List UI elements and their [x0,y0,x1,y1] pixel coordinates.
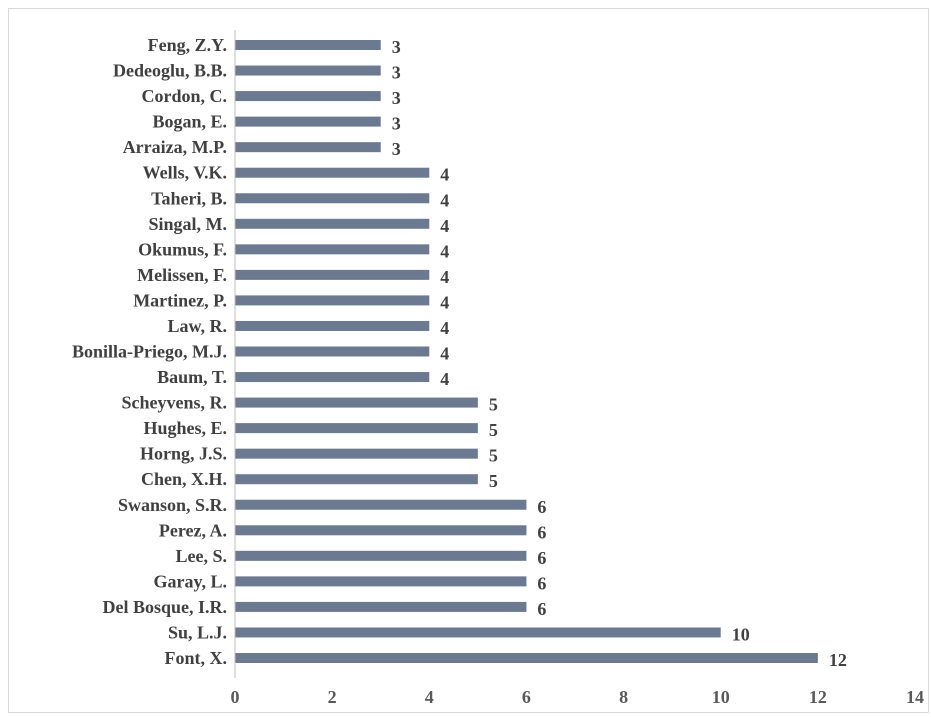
bar [235,448,478,459]
bar [235,601,527,612]
category-label: Wells, V.K. [143,163,227,183]
data-label: 5 [489,420,498,440]
data-label: 4 [440,241,449,261]
x-tick-label: 0 [231,687,240,707]
x-tick-label: 4 [425,687,434,707]
bar [235,295,430,306]
category-label: Perez, A. [159,520,227,540]
data-label: 6 [537,573,546,593]
category-label: Law, R. [167,316,227,336]
data-label: 3 [392,37,401,57]
category-label: Melissen, F. [137,265,227,285]
bar [235,65,381,76]
data-label: 6 [537,548,546,568]
data-label: 4 [440,369,449,389]
bar [235,627,721,638]
data-labels: 3 3 3 3 3 4 4 4 4 4 4 4 4 4 5 5 5 5 6 6 6 6 6 10 12 [392,37,847,670]
data-label: 6 [537,497,546,517]
category-label: Okumus, F. [138,239,227,259]
category-label: Martinez, P. [133,290,227,310]
data-label: 4 [440,216,449,236]
data-label: 4 [440,165,449,185]
category-label: Lee, S. [176,546,228,566]
data-label: 4 [440,318,449,338]
bar [235,167,430,178]
bar [235,397,478,408]
bar [235,372,430,383]
data-label: 5 [489,471,498,491]
category-label: Horng, J.S. [140,444,227,464]
category-label: Hughes, E. [143,418,227,438]
data-label: 3 [392,139,401,159]
data-label: 4 [440,267,449,287]
bar [235,218,430,229]
category-label: Singal, M. [148,214,227,234]
bar [235,474,478,485]
bar [235,320,430,331]
chart-frame [8,8,929,713]
category-label: Bonilla-Priego, M.J. [72,342,227,362]
category-label: Taheri, B. [151,188,227,208]
bar [235,550,527,561]
data-label: 4 [440,344,449,364]
category-label: Scheyvens, R. [121,393,227,413]
bar [235,653,818,663]
bar [235,91,381,102]
category-label: Arraiza, M.P. [123,137,227,157]
x-tick-labels: 0 2 4 6 8 10 12 14 [231,687,925,707]
category-label: Chen, X.H. [141,469,227,489]
data-label: 3 [392,63,401,83]
bar [235,346,430,357]
bar [235,499,527,510]
bar [235,40,381,50]
data-label: 5 [489,395,498,415]
category-label: Baum, T. [157,367,227,387]
x-tick-label: 2 [328,687,337,707]
category-label: Dedeoglu, B.B. [113,61,227,81]
bars-layer [235,40,818,663]
data-label: 4 [440,292,449,312]
bar [235,576,527,587]
category-label: Font, X. [165,648,228,668]
bar [235,244,430,255]
data-label: 3 [392,114,401,134]
bar [235,423,478,434]
category-label: Swanson, S.R. [118,495,227,515]
data-label: 12 [829,650,847,670]
x-tick-label: 8 [619,687,628,707]
category-label: Garay, L. [153,571,227,591]
x-tick-label: 10 [712,687,730,707]
data-label: 3 [392,88,401,108]
bar [235,116,381,127]
category-label: Su, L.J. [168,622,227,642]
data-label: 10 [732,624,750,644]
x-tick-label: 12 [809,687,827,707]
data-label: 5 [489,446,498,466]
data-label: 6 [537,522,546,542]
x-tick-label: 6 [522,687,531,707]
category-label: Bogan, E. [152,112,227,132]
x-tick-label: 14 [906,687,924,707]
data-label: 4 [440,190,449,210]
category-label: Del Bosque, I.R. [102,597,227,617]
category-label: Feng, Z.Y. [148,35,227,55]
category-labels: Feng, Z.Y. Dedeoglu, B.B. Cordon, C. Bogan,… [72,35,227,668]
bar [235,525,527,536]
bar [235,193,430,204]
category-label: Cordon, C. [141,86,227,106]
bar [235,142,381,153]
data-label: 6 [537,599,546,619]
bar [235,269,430,280]
